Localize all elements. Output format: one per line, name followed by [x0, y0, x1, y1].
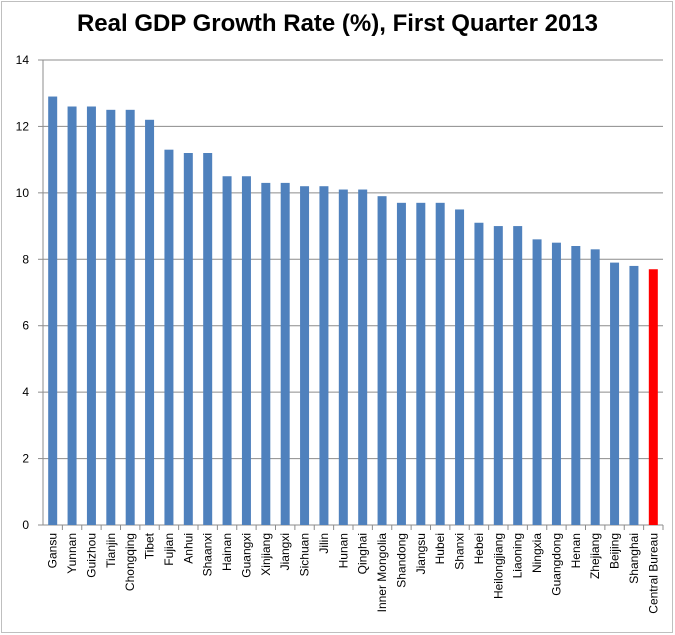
bar [493, 226, 503, 526]
x-tick-label: Hunan [336, 533, 350, 568]
x-tick-label: Hainan [220, 533, 234, 571]
x-tick-label: Beijing [608, 533, 622, 569]
x-tick-label: Jilin [317, 533, 331, 554]
bar [48, 96, 58, 526]
x-tick-label: Heilongjiang [491, 533, 505, 599]
x-tick-label: Henan [569, 533, 583, 568]
bar [183, 153, 193, 525]
y-tick-label: 8 [22, 252, 29, 266]
x-tick-label: Liaoning [511, 533, 525, 578]
bar [280, 182, 290, 525]
bar [125, 109, 135, 526]
bar [241, 176, 251, 525]
bar [222, 176, 232, 525]
bar [377, 196, 387, 525]
bar [416, 202, 426, 526]
y-tick-label: 2 [22, 452, 29, 466]
x-tick-label: Hubei [433, 533, 447, 564]
x-tick-label: Shanghai [627, 533, 641, 584]
bar [396, 202, 406, 526]
y-tick-label: 0 [22, 518, 29, 532]
bar [300, 186, 310, 525]
x-tick-label: Zhejiang [588, 533, 602, 579]
x-tick-label: Gansu [46, 533, 60, 568]
x-tick-label: Fujian [162, 533, 176, 566]
x-tick-label: Inner Mongolia [375, 533, 389, 613]
bar [590, 249, 600, 526]
x-tick-label: Tibet [143, 532, 157, 559]
y-tick-label: 14 [16, 53, 30, 67]
bar [551, 242, 561, 525]
bar [648, 269, 658, 525]
bar [435, 202, 445, 526]
bar [338, 189, 348, 526]
bar [571, 246, 581, 525]
bar [629, 265, 639, 525]
x-tick-label: Central Bureau [646, 533, 660, 614]
x-tick-label: Shandong [394, 533, 408, 588]
bar [474, 222, 484, 525]
bar [513, 226, 523, 526]
bar [145, 119, 155, 526]
bar [261, 182, 271, 525]
y-tick-label: 10 [16, 186, 30, 200]
x-tick-label: Ningxia [530, 533, 544, 573]
y-tick-label: 6 [22, 319, 29, 333]
x-tick-label: Qinghai [356, 533, 370, 574]
x-tick-label: Sichuan [298, 533, 312, 576]
y-tick-label: 12 [16, 119, 30, 133]
x-tick-label: Jiangsu [414, 533, 428, 574]
x-tick-label: Yunnan [65, 533, 79, 574]
x-tick-label: Jiangxi [278, 533, 292, 570]
bar [532, 239, 542, 525]
bar [610, 262, 620, 525]
bar [358, 189, 368, 526]
x-tick-label: Shaanxi [201, 533, 215, 576]
bar [86, 106, 96, 525]
bar [67, 106, 77, 525]
x-tick-label: Hebei [472, 533, 486, 564]
bar [106, 109, 116, 526]
chart-title: Real GDP Growth Rate (%), First Quarter … [76, 10, 599, 37]
x-tick-label: Guangdong [549, 533, 563, 596]
bar [455, 209, 465, 525]
x-tick-label: Guangxi [239, 533, 253, 578]
bar [319, 186, 329, 525]
bar [164, 149, 174, 525]
y-tick-label: 4 [22, 385, 29, 399]
x-tick-label: Tianjin [104, 533, 118, 568]
x-tick-label: Guizhou [84, 533, 98, 578]
x-tick-label: Chongqing [123, 533, 137, 591]
x-tick-label: Shanxi [453, 533, 467, 570]
x-tick-label: Anhui [181, 533, 195, 564]
x-tick-label: Xinjiang [259, 533, 273, 576]
bar [203, 153, 213, 525]
